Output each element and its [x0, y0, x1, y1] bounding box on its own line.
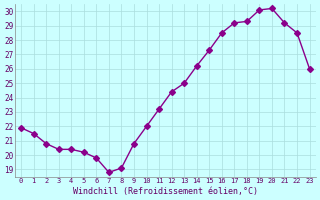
X-axis label: Windchill (Refroidissement éolien,°C): Windchill (Refroidissement éolien,°C) — [73, 187, 258, 196]
